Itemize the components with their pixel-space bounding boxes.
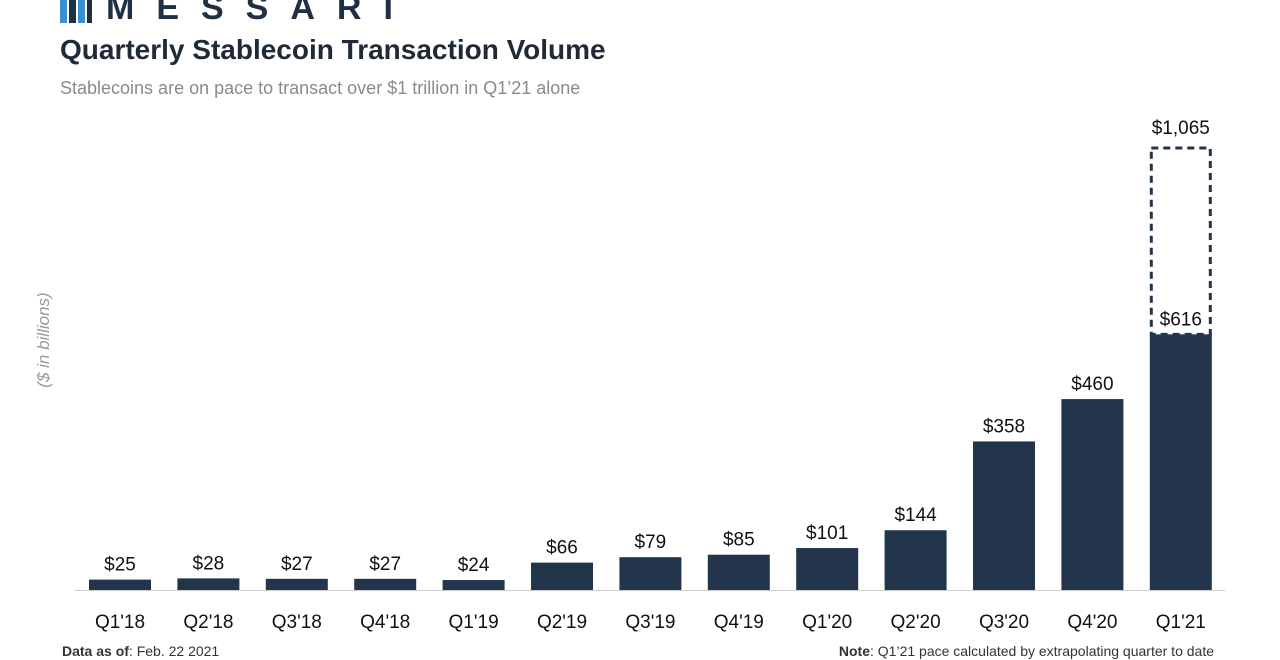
- projection-bar: [1149, 146, 1212, 336]
- note-footnote: Note: Q1’21 pace calculated by extrapola…: [839, 643, 1214, 659]
- x-tick-label: Q1'21: [1156, 612, 1206, 633]
- data-as-of-footnote: Data as of: Feb. 22 2021: [62, 643, 219, 659]
- bar-value-label: $85: [723, 530, 755, 551]
- data-as-of-value: : Feb. 22 2021: [128, 643, 220, 659]
- x-tick-label: Q1'19: [449, 612, 499, 633]
- x-tick-label: Q4'19: [714, 612, 764, 633]
- chart-title: Quarterly Stablecoin Transaction Volume: [60, 34, 606, 65]
- note-value: : Q1’21 pace calculated by extrapolating…: [870, 643, 1214, 659]
- bar: [796, 548, 859, 590]
- x-tick-label: Q2'19: [537, 612, 587, 633]
- x-tick-label: Q1'18: [95, 612, 145, 633]
- bar: [442, 580, 505, 590]
- data-as-of-label: Data as of: [62, 643, 129, 659]
- messari-logo-icon: [60, 0, 92, 23]
- bar-value-label: $66: [546, 538, 578, 559]
- bar: [89, 579, 151, 590]
- bar: [619, 557, 682, 590]
- projection-label: $1,065: [1152, 118, 1210, 139]
- x-tick-label: Q4'18: [360, 612, 410, 633]
- bar: [1149, 334, 1212, 590]
- bar-value-label: $27: [281, 554, 313, 575]
- bar-value-label: $28: [193, 553, 225, 574]
- bar-value-label: $27: [369, 554, 401, 575]
- bar: [354, 578, 417, 590]
- x-tick-label: Q2'18: [183, 612, 233, 633]
- bar-value-label: $24: [458, 555, 490, 576]
- bar-value-label: $79: [635, 532, 667, 553]
- bar-value-label: $25: [104, 555, 136, 576]
- chart-subtitle: Stablecoins are on pace to transact over…: [60, 78, 581, 98]
- bar: [707, 554, 770, 590]
- x-tick-label: Q1'20: [802, 612, 852, 633]
- bar: [1061, 399, 1124, 590]
- bar-value-label: $101: [806, 523, 848, 544]
- bar: [973, 441, 1035, 590]
- bar-value-label: $358: [983, 416, 1025, 437]
- bar: [265, 578, 328, 590]
- bar: [884, 530, 947, 590]
- bar: [531, 562, 593, 590]
- x-tick-label: Q4'20: [1067, 612, 1117, 633]
- x-tick-label: Q3'18: [272, 612, 322, 633]
- bar-value-label: $460: [1071, 374, 1113, 395]
- bar-value-label: $144: [894, 505, 937, 526]
- bar-value-label: $616: [1160, 309, 1202, 330]
- messari-logo: MESSARI: [60, 0, 415, 27]
- x-tick-label: Q3'20: [979, 612, 1029, 633]
- x-tick-label: Q3'19: [625, 612, 675, 633]
- note-label: Note: [838, 643, 870, 659]
- x-tick-label: Q2'20: [891, 612, 941, 633]
- logo-text: MESSARI: [106, 0, 415, 27]
- bar: [177, 578, 240, 590]
